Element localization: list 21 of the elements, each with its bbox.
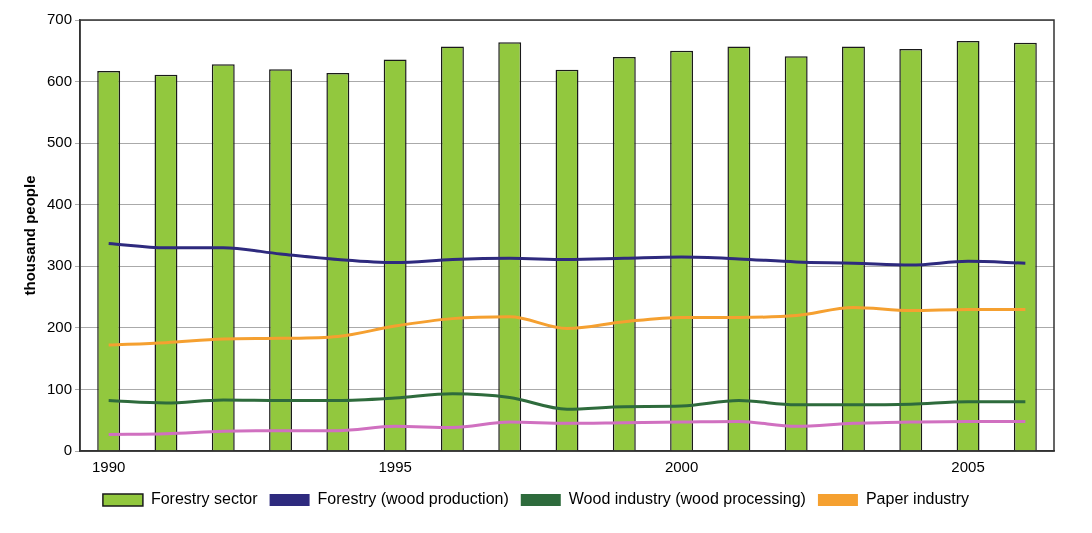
y-tick-label: 400 xyxy=(47,194,73,212)
x-tick-label: 2000 xyxy=(664,458,699,476)
y-tick-label: 0 xyxy=(63,441,73,459)
y-axis-title: thousand people xyxy=(21,175,39,296)
legend-label: Paper industry xyxy=(865,490,970,508)
y-tick-label: 500 xyxy=(47,133,73,151)
y-tick-label: 100 xyxy=(47,379,73,397)
x-tick-label: 1990 xyxy=(91,458,126,476)
legend-label: Forestry sector xyxy=(150,490,259,508)
legend-label: Wood industry (wood processing) xyxy=(568,490,806,508)
legend-label: Forestry (wood production) xyxy=(317,490,509,508)
line-series xyxy=(107,242,1027,267)
y-tick-label: 700 xyxy=(47,10,73,28)
y-tick-label: 600 xyxy=(47,71,73,89)
x-tick-label: 1995 xyxy=(378,458,412,476)
y-tick-label: 300 xyxy=(47,256,73,274)
line-series xyxy=(107,392,1027,411)
line-series xyxy=(107,306,1027,347)
x-tick-label: 2005 xyxy=(951,458,985,476)
line-series xyxy=(107,419,1027,436)
y-tick-label: 200 xyxy=(47,318,73,335)
